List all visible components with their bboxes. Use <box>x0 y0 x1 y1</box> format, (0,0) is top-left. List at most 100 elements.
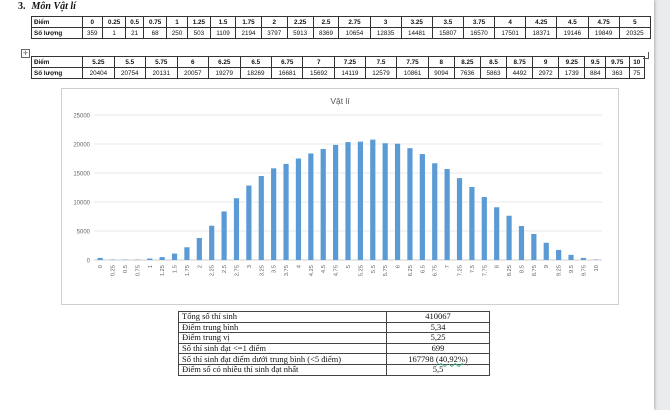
x-tick-label: 8.25 <box>507 265 513 276</box>
score-cell: 4.25 <box>525 16 558 28</box>
y-tick-label: 25000 <box>73 114 90 120</box>
score-cell: 3.25 <box>400 16 433 28</box>
x-tick-label: 8 <box>495 265 501 268</box>
chart-container[interactable]: Vật lí 0 5000 10000 15000 20000 25000 0 0.25 0.5 0… <box>61 88 619 305</box>
count-cell: 16570 <box>462 27 496 39</box>
x-tick-label: 2.75 <box>234 265 240 276</box>
y-tick-label: 0 <box>87 259 91 265</box>
x-tick-label: 7.25 <box>458 265 464 276</box>
count-cell: 20131 <box>145 67 178 79</box>
bar <box>258 176 264 260</box>
score-cell: 8.5 <box>479 56 508 68</box>
score-cell: 3.5 <box>431 16 464 28</box>
score-cell: 8.75 <box>506 56 534 68</box>
count-cell: 5863 <box>479 67 508 79</box>
score-cell: 4.5 <box>556 16 589 28</box>
x-tick-label: 9.25 <box>557 265 563 276</box>
bar <box>494 207 500 260</box>
count-cell: 503 <box>186 27 211 39</box>
count-row-label: Số lượng <box>31 27 83 39</box>
bar-chart: Vật lí 0 5000 10000 15000 20000 25000 0 0.25 0.5 0… <box>73 96 602 276</box>
count-cell: 8369 <box>312 27 340 39</box>
stats-row: Tổng số thí sinh 410067 <box>178 311 490 323</box>
score-cell: 7 <box>302 56 335 68</box>
score-cell: 5.25 <box>82 56 115 68</box>
count-cell: 9094 <box>427 67 455 79</box>
stats-value: 5,34 <box>386 321 490 334</box>
stats-value: 5,25 <box>386 332 490 344</box>
score-cell: 8 <box>427 56 455 68</box>
x-tick-label: 7.5 <box>470 265 476 273</box>
x-tick-label: 6.25 <box>408 265 414 276</box>
count-row: Số lượng 20404 20754 20131 20057 19279 18269 1… <box>30 67 645 79</box>
x-tick-label: 8.75 <box>532 265 538 276</box>
bar <box>580 257 587 260</box>
x-tick-label: 7 <box>445 265 451 268</box>
score-row: Điểm 0 0.25 0.5 0.75 1 1.25 1.5 1.75 2 2.25 2.5 2.7… <box>31 16 652 28</box>
score-cell: 9.25 <box>558 56 586 68</box>
count-cell: 250 <box>166 27 188 39</box>
x-tick-label: 0 <box>98 265 104 268</box>
score-cell: 2 <box>260 16 288 28</box>
count-cell: 21 <box>125 27 145 39</box>
score-cell: 6.25 <box>208 56 241 68</box>
x-tick-label: 5.25 <box>358 265 364 276</box>
score-cell: 0.5 <box>125 16 145 28</box>
bar <box>407 148 413 260</box>
bar <box>568 254 574 260</box>
bar <box>209 225 215 260</box>
chart-title: Vật lí <box>330 96 350 106</box>
section-title: Môn Vật lí <box>31 1 76 12</box>
y-tick-label: 5000 <box>77 230 91 236</box>
stats-row: Số thí sinh đạt điểm dưới trung bình (<5… <box>178 353 490 365</box>
paragraph-mark <box>643 52 649 59</box>
move-handle-icon[interactable]: ✛ <box>21 49 30 58</box>
bar <box>469 187 475 260</box>
count-cell: 1109 <box>209 27 237 39</box>
count-cell: 2194 <box>235 27 262 39</box>
count-cell: 20754 <box>113 67 147 79</box>
count-cell: 15807 <box>431 27 464 39</box>
count-cell: 2972 <box>532 67 560 79</box>
x-tick-label: 2 <box>197 265 203 268</box>
bar <box>456 178 463 260</box>
score-cell: 6.75 <box>270 56 304 68</box>
score-row-label: Điểm <box>30 56 84 68</box>
stats-row: Số thí sinh đạt <=1 điểm 699 <box>178 342 490 355</box>
count-cell: 5913 <box>286 27 314 39</box>
x-tick-label: 5.5 <box>371 265 377 273</box>
bar <box>531 233 537 260</box>
count-cell: 4492 <box>506 67 534 79</box>
x-tick-label: 6 <box>396 265 402 268</box>
bar <box>518 225 525 260</box>
bar <box>506 215 512 260</box>
bar <box>382 143 388 260</box>
count-cell: 884 <box>584 67 607 79</box>
score-cell: 5.5 <box>113 56 147 68</box>
count-row: Số lượng 359 1 21 68 250 503 1109 2194 3797 5913 8… <box>31 27 652 39</box>
count-cell: 1 <box>102 27 127 39</box>
stats-value: 167798 (40,92%) <box>386 353 490 365</box>
bar <box>481 197 487 260</box>
x-tick-label: 4.25 <box>309 265 315 276</box>
bar <box>333 144 339 260</box>
bar <box>295 158 302 260</box>
bar <box>320 148 326 260</box>
x-tick-label: 2.25 <box>210 265 216 276</box>
score-cell: 7.75 <box>396 56 429 68</box>
count-cell: 10654 <box>338 27 371 39</box>
x-tick-label: 10 <box>594 265 600 271</box>
count-cell: 15692 <box>302 67 335 79</box>
count-cell: 20404 <box>82 67 115 79</box>
count-cell: 12579 <box>364 67 398 79</box>
count-cell: 12835 <box>369 27 402 39</box>
count-cell: 7636 <box>453 67 481 79</box>
count-cell: 359 <box>81 27 104 39</box>
score-cell: 7.25 <box>333 56 366 68</box>
x-tick-label: 1.25 <box>160 265 166 276</box>
stats-value: 5,5 <box>386 363 490 376</box>
x-tick-label: 6.5 <box>420 265 426 273</box>
bar <box>432 163 438 260</box>
score-cell: 3 <box>369 16 402 28</box>
bar <box>345 142 351 260</box>
